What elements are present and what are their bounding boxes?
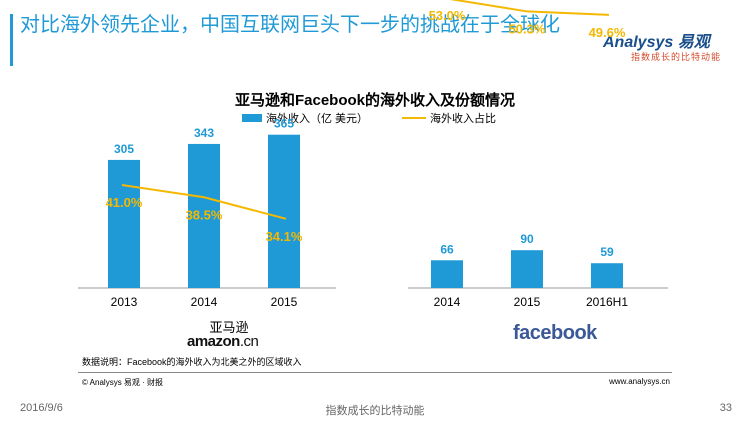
page-date: 2016/9/6	[20, 402, 63, 414]
chart-legend: 海外收入（亿 美元） 海外收入占比	[0, 110, 750, 126]
footer-divider	[78, 372, 672, 373]
bar-value-label: 90	[520, 232, 534, 246]
brand-slogan: 指数成长的比特动能	[631, 53, 722, 63]
data-note: 数据说明：Facebook的海外收入为北美之外的区域收入	[82, 357, 302, 367]
amazon-logo-cn: 亚马逊	[209, 320, 249, 335]
slide-title: 对比海外领先企业，中国互联网巨头下一步的挑战在于全球化	[20, 14, 560, 36]
page-number: 33	[719, 402, 732, 414]
share-value-label: 50.3%	[509, 21, 546, 36]
x-tick-label: 2014	[191, 295, 218, 309]
share-value-label: 38.5%	[186, 207, 223, 222]
brand-name: Analysys 易观	[603, 34, 710, 51]
legend-bar-label: 海外收入（亿 美元）	[266, 113, 369, 125]
x-tick-label: 2013	[111, 295, 138, 309]
x-tick-label: 2014	[434, 295, 461, 309]
share-value-label: 34.1%	[266, 229, 303, 244]
legend-item-line: 海外收入占比	[402, 110, 496, 126]
share-value-label: 53.0%	[429, 8, 466, 23]
bar-value-label: 343	[194, 126, 214, 140]
footer-source: © Analysys 易观 · 财报	[82, 378, 164, 387]
x-tick-label: 2015	[271, 295, 298, 309]
amazon-logo: 亚马逊 amazon.cn	[187, 317, 277, 350]
bar-value-label: 59	[600, 245, 614, 259]
share-value-label: 41.0%	[106, 195, 143, 210]
bar	[591, 263, 623, 288]
x-tick-label: 2016H1	[586, 295, 628, 309]
brand-logo: Analysys 易观 指数成长的比特动能	[603, 28, 738, 63]
bar	[188, 143, 220, 288]
amazon-logo-word: amazon.cn	[187, 333, 277, 350]
amazon-logo-suffix: .cn	[239, 333, 259, 350]
bar-value-label: 305	[114, 142, 134, 156]
footer-website: www.analysys.cn	[609, 377, 670, 386]
bar	[108, 159, 140, 288]
facebook-logo: facebook	[513, 322, 597, 344]
legend-line-label: 海外收入占比	[430, 113, 496, 125]
legend-line-swatch	[402, 117, 426, 119]
share-value-label: 49.6%	[589, 25, 626, 40]
bar	[268, 134, 300, 288]
x-tick-label: 2015	[514, 295, 541, 309]
share-line	[449, 0, 610, 16]
title-accent-bar	[10, 14, 13, 66]
amazon-logo-name: amazon	[187, 333, 240, 350]
bar	[431, 260, 463, 288]
bar-value-label: 365	[274, 117, 294, 131]
legend-bar-swatch	[242, 114, 262, 122]
legend-item-bar: 海外收入（亿 美元）	[242, 110, 368, 126]
chart-title: 亚马逊和Facebook的海外收入及份额情况	[234, 92, 516, 109]
share-line	[121, 184, 287, 220]
page-slogan: 指数成长的比特动能	[325, 405, 425, 417]
bar	[511, 250, 543, 288]
bar-value-label: 66	[440, 242, 454, 256]
